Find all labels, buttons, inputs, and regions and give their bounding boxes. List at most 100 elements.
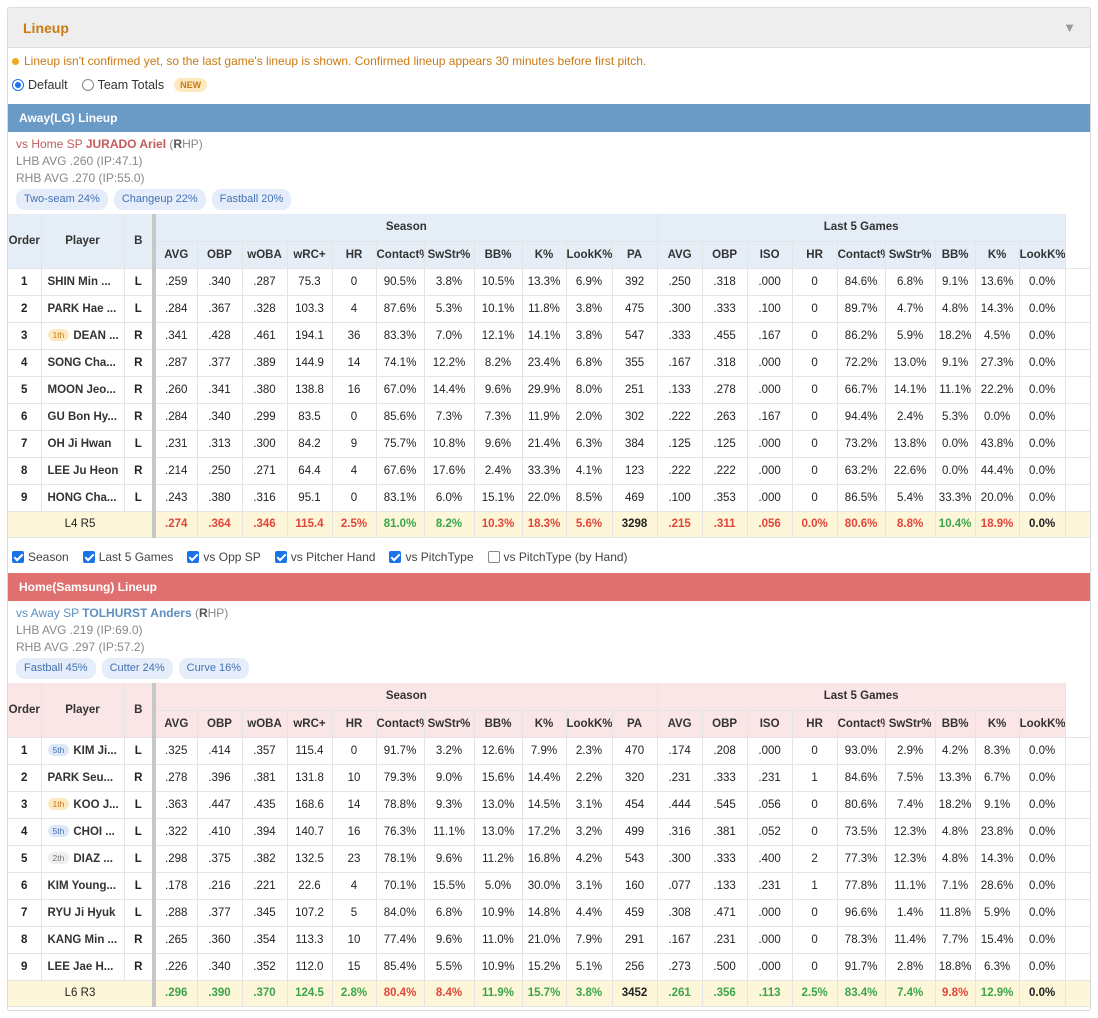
radio-default[interactable]: Default: [12, 78, 68, 92]
col-last5-k[interactable]: K%: [975, 710, 1020, 738]
col-season-obp[interactable]: OBP: [197, 241, 243, 269]
cell-player[interactable]: 1th DEAN ...: [41, 322, 125, 350]
table-row[interactable]: 7 RYU Ji Hyuk L .288.377.345 107.2 5 84.0% 6.8%…: [8, 899, 1090, 927]
radio-team-totals[interactable]: Team Totals: [81, 78, 164, 92]
table-row[interactable]: 9 HONG Cha... L .243.380.316 95.1 0 83.1% 6.0% 1…: [8, 484, 1090, 512]
table-row[interactable]: 1 SHIN Min ... L .259.340.287 75.3 0 90.5% 3.8%…: [8, 268, 1090, 296]
checkbox-icon[interactable]: [487, 551, 500, 563]
col-season-hr[interactable]: HR: [332, 241, 377, 269]
player-name[interactable]: RYU Ji Hyuk: [47, 906, 116, 919]
col-order[interactable]: Order: [8, 214, 42, 269]
col-last5-avg[interactable]: AVG: [656, 710, 703, 738]
cell-player[interactable]: 1th KOO J...: [41, 791, 125, 819]
player-name[interactable]: SONG Cha...: [47, 356, 116, 369]
cell-player[interactable]: KIM Young...: [41, 872, 125, 900]
col-last5-obp[interactable]: OBP: [702, 241, 748, 269]
sp-name-link[interactable]: JURADO Ariel: [85, 137, 167, 151]
radio-circle-icon[interactable]: [81, 79, 94, 91]
cell-player[interactable]: PARK Seu...: [41, 764, 125, 792]
table-row[interactable]: 5 MOON Jeo... R .260.341.380 138.8 16 67.0% 14.…: [8, 376, 1090, 404]
filter-checkbox-vs-opp-sp[interactable]: vs Opp SP: [187, 550, 261, 564]
table-row[interactable]: 2 PARK Hae ... L .284.367.328 103.3 4 87.6% 5.3…: [8, 295, 1090, 323]
col-last5-swstr[interactable]: SwStr%: [885, 241, 936, 269]
sp-name-link[interactable]: TOLHURST Anders: [82, 606, 192, 620]
col-season-obp[interactable]: OBP: [197, 710, 243, 738]
col-last5-hr[interactable]: HR: [792, 241, 838, 269]
col-season-lookk[interactable]: LookK%: [566, 710, 613, 738]
col-player[interactable]: Player: [41, 683, 125, 738]
cell-player[interactable]: LEE Ju Heon: [41, 457, 125, 485]
player-name[interactable]: KANG Min ...: [47, 933, 118, 946]
col-season-woba[interactable]: wOBA: [242, 710, 288, 738]
collapse-icon[interactable]: ▼: [1063, 20, 1076, 35]
player-name[interactable]: KIM Ji...: [73, 745, 117, 757]
col-season-k[interactable]: K%: [522, 710, 567, 738]
table-row[interactable]: 4 5th CHOI ... L .322.410.394 140.7 16 76.3% 11.…: [8, 818, 1090, 846]
col-hand[interactable]: B: [124, 683, 155, 738]
col-last5-obp[interactable]: OBP: [702, 710, 748, 738]
player-name[interactable]: PARK Hae ...: [47, 302, 117, 315]
cell-player[interactable]: 2th DIAZ ...: [41, 845, 125, 873]
player-name[interactable]: DEAN ...: [73, 330, 119, 342]
table-row[interactable]: 6 KIM Young... L .178.216.221 22.6 4 70.1% 15.5…: [8, 872, 1090, 900]
filter-checkbox-vs-pitcher-hand[interactable]: vs Pitcher Hand: [274, 550, 375, 564]
table-row[interactable]: 2 PARK Seu... R .278.396.381 131.8 10 79.3% 9.0…: [8, 764, 1090, 792]
col-last5-avg[interactable]: AVG: [656, 241, 703, 269]
player-name[interactable]: KOO J...: [73, 799, 119, 811]
col-last5-k[interactable]: K%: [975, 241, 1020, 269]
col-last5-lookk[interactable]: LookK%: [1019, 710, 1066, 738]
cell-player[interactable]: PARK Hae ...: [41, 295, 125, 323]
col-season-lookk[interactable]: LookK%: [566, 241, 613, 269]
col-last5-iso[interactable]: ISO: [747, 241, 793, 269]
player-name[interactable]: SHIN Min ...: [47, 275, 111, 288]
cell-player[interactable]: 5th CHOI ...: [41, 818, 125, 846]
cell-player[interactable]: OH Ji Hwan: [41, 430, 125, 458]
cell-player[interactable]: HONG Cha...: [41, 484, 125, 512]
table-row[interactable]: 3 1th DEAN ... R .341.428.461 194.1 36 83.3% 7.0…: [8, 322, 1090, 350]
cell-player[interactable]: SONG Cha...: [41, 349, 125, 377]
col-last5-bb[interactable]: BB%: [935, 710, 976, 738]
table-row[interactable]: 5 2th DIAZ ... L .298.375.382 132.5 23 78.1% 9.6…: [8, 845, 1090, 873]
col-season-k[interactable]: K%: [522, 241, 567, 269]
player-name[interactable]: GU Bon Hy...: [47, 410, 117, 423]
col-season-bb[interactable]: BB%: [474, 710, 523, 738]
checkbox-icon[interactable]: [389, 551, 402, 563]
player-name[interactable]: KIM Young...: [47, 879, 117, 892]
player-name[interactable]: PARK Seu...: [47, 771, 114, 784]
radio-circle-icon[interactable]: [12, 79, 24, 91]
table-row[interactable]: 8 LEE Ju Heon R .214.250.271 64.4 4 67.6% 17.6%…: [8, 457, 1090, 485]
col-season-bb[interactable]: BB%: [474, 241, 523, 269]
cell-player[interactable]: MOON Jeo...: [41, 376, 125, 404]
table-row[interactable]: 7 OH Ji Hwan L .231.313.300 84.2 9 75.7% 10.8% 9…: [8, 430, 1090, 458]
col-season-wrc[interactable]: wRC+: [287, 241, 333, 269]
col-last5-lookk[interactable]: LookK%: [1019, 241, 1066, 269]
col-season-hr[interactable]: HR: [332, 710, 377, 738]
col-season-woba[interactable]: wOBA: [242, 241, 288, 269]
col-last5-swstr[interactable]: SwStr%: [885, 710, 936, 738]
col-last5-iso[interactable]: ISO: [747, 710, 793, 738]
table-row[interactable]: 9 LEE Jae H... R .226.340.352 112.0 15 85.4% 5.…: [8, 953, 1090, 981]
player-name[interactable]: CHOI ...: [73, 826, 115, 838]
filter-checkbox-last-5-games[interactable]: Last 5 Games: [82, 550, 173, 564]
player-name[interactable]: LEE Ju Heon: [47, 464, 119, 477]
col-season-wrc[interactable]: wRC+: [287, 710, 333, 738]
player-name[interactable]: HONG Cha...: [47, 491, 117, 504]
col-order[interactable]: Order: [8, 683, 42, 738]
col-hand[interactable]: B: [124, 214, 155, 269]
checkbox-icon[interactable]: [12, 551, 24, 563]
col-season-contact[interactable]: Contact%: [376, 710, 425, 738]
table-row[interactable]: 8 KANG Min ... R .265.360.354 113.3 10 77.4% 9.…: [8, 926, 1090, 954]
col-season-pa[interactable]: PA: [612, 241, 658, 269]
table-row[interactable]: 6 GU Bon Hy... R .284.340.299 83.5 0 85.6% 7.3%…: [8, 403, 1090, 431]
col-season-contact[interactable]: Contact%: [376, 241, 425, 269]
col-last5-hr[interactable]: HR: [792, 710, 838, 738]
player-name[interactable]: LEE Jae H...: [47, 960, 114, 973]
cell-player[interactable]: LEE Jae H...: [41, 953, 125, 981]
panel-header[interactable]: Lineup ▼: [8, 8, 1090, 48]
table-row[interactable]: 1 5th KIM Ji... L .325.414.357 115.4 0 91.7% 3.2…: [8, 737, 1090, 765]
cell-player[interactable]: SHIN Min ...: [41, 268, 125, 296]
col-last5-contact[interactable]: Contact%: [837, 710, 886, 738]
cell-player[interactable]: 5th KIM Ji...: [41, 737, 125, 765]
table-row[interactable]: 3 1th KOO J... L .363.447.435 168.6 14 78.8% 9.3…: [8, 791, 1090, 819]
col-season-swstr[interactable]: SwStr%: [424, 241, 475, 269]
